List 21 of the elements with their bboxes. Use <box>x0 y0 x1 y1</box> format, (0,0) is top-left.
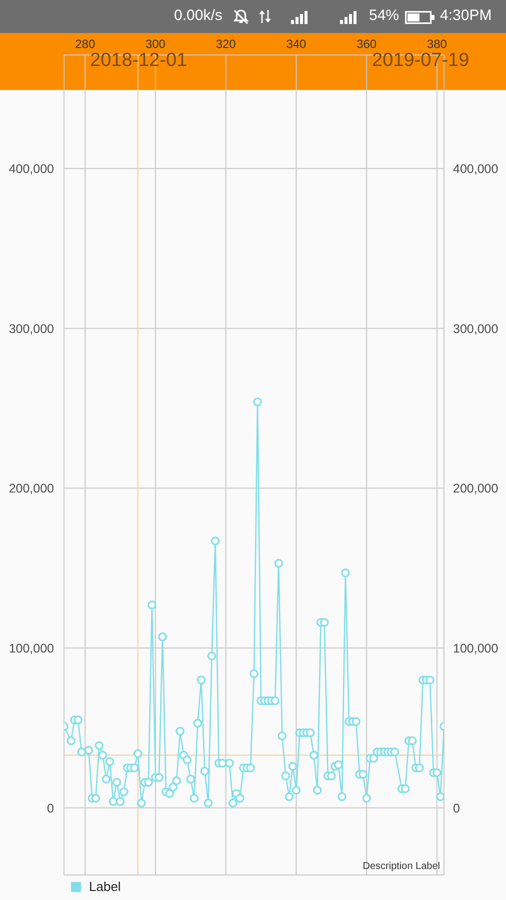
text: 0.00k/s <box>174 7 222 25</box>
y-tick-label: 200,000 <box>8 482 54 496</box>
x-tick-label: 280 <box>75 37 96 51</box>
x-tick-label: 360 <box>356 37 377 51</box>
y2-tick-label: 100,000 <box>453 641 498 656</box>
y-tick-label: 100,000 <box>8 641 54 656</box>
y2-tick-label: 0 <box>453 801 460 816</box>
y2-tick-label: 400,000 <box>453 162 498 176</box>
y2-tick-label: 300,000 <box>453 322 498 336</box>
text: 54% <box>369 7 400 25</box>
text: 4:30PM <box>440 7 492 25</box>
y-tick-label: 400,000 <box>8 162 54 176</box>
annotation: Description Label <box>362 861 440 873</box>
x-tick-label: 320 <box>216 37 236 51</box>
x-tick-label: 380 <box>426 37 448 51</box>
y-tick-label: 300,000 <box>8 322 54 336</box>
legend-label: Label <box>89 879 121 895</box>
x-tick-label: 300 <box>145 37 166 51</box>
x-tick-label: 340 <box>286 37 307 51</box>
y2-tick-label: 200,000 <box>453 482 498 496</box>
y-tick-label: 0 <box>47 801 54 816</box>
